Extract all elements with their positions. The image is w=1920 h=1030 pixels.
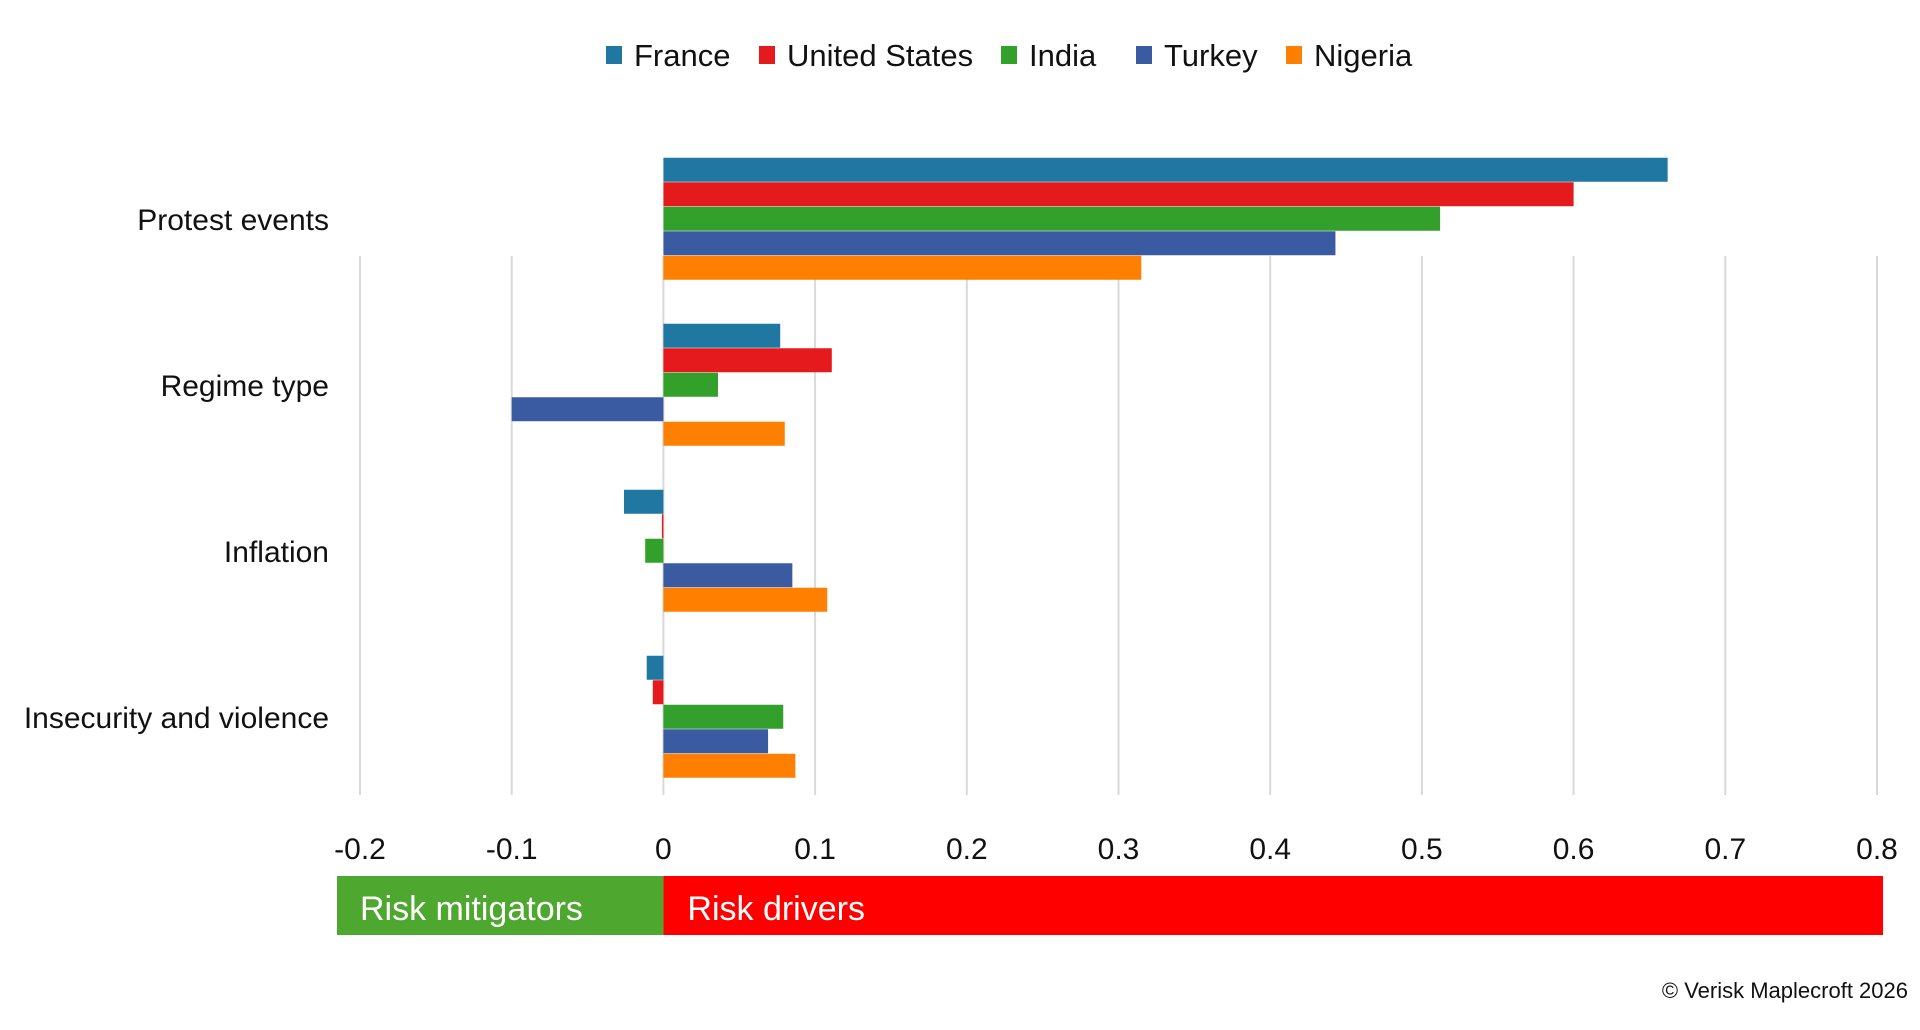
x-tick-label: 0.6 (1553, 833, 1595, 866)
x-tick-label: 0.2 (946, 833, 988, 866)
bar-united-states (652, 680, 664, 705)
bar-united-states (663, 348, 832, 373)
risk-mitigators-label: Risk mitigators (360, 890, 583, 928)
x-tick-label: 0 (655, 833, 672, 866)
legend-label: France (634, 38, 730, 73)
legend-swatch (759, 46, 775, 64)
bar-france (663, 157, 1668, 182)
x-tick-label: 0.5 (1401, 833, 1443, 866)
x-tick-label: 0.7 (1704, 833, 1746, 866)
legend-swatch (1136, 46, 1152, 64)
risk-annotation-bar: Risk mitigators Risk drivers (337, 876, 1883, 935)
bar-india (645, 538, 664, 563)
bar-india (663, 704, 784, 729)
bar-nigeria (663, 587, 828, 612)
copyright: © Verisk Maplecroft 2026 (1662, 978, 1908, 1003)
bar-united-states (663, 182, 1574, 207)
x-tick-label: 0.4 (1249, 833, 1291, 866)
bar-united-states (661, 514, 664, 539)
legend-label: Nigeria (1314, 38, 1413, 73)
category-label: Insecurity and violence (24, 702, 329, 735)
bar-turkey (511, 397, 664, 422)
bar-india (663, 206, 1441, 231)
category-label: Regime type (161, 370, 329, 403)
legend-label: Turkey (1164, 38, 1258, 73)
legend-swatch (606, 46, 622, 64)
bar-nigeria (663, 421, 785, 446)
x-tick-label: 0.8 (1856, 833, 1898, 866)
bar-turkey (663, 729, 769, 754)
x-tick-label: 0.3 (1098, 833, 1140, 866)
bar-france (663, 323, 781, 348)
x-tick-label: 0.1 (794, 833, 836, 866)
category-labels: Protest events Regime type Inflation Insecu… (24, 204, 329, 735)
legend-label: United States (787, 38, 973, 73)
legend-swatch (1001, 46, 1017, 64)
bar-france (623, 489, 664, 514)
x-tick-label: -0.2 (334, 833, 386, 866)
bar-turkey (663, 563, 793, 588)
risk-drivers-band (663, 876, 1883, 935)
bar-nigeria (663, 255, 1142, 280)
bar-nigeria (663, 753, 796, 778)
legend-swatch (1286, 46, 1302, 64)
gridlines (359, 256, 1878, 795)
x-tick-labels: -0.2 -0.1 0 0.1 0.2 0.3 0.4 0.5 0.6 0.7 0.8 (334, 833, 1898, 866)
risk-mitigators-band (337, 876, 664, 935)
bars (511, 157, 1668, 778)
x-tick-label: -0.1 (486, 833, 538, 866)
bar-france (646, 655, 664, 680)
risk-drivers-label: Risk drivers (687, 890, 865, 928)
legend-label: India (1029, 38, 1097, 73)
category-label: Protest events (137, 204, 329, 237)
bar-india (663, 372, 719, 397)
legend: France United States India Turkey Nigeria (606, 38, 1413, 73)
bar-turkey (663, 231, 1336, 256)
category-label: Inflation (224, 536, 329, 569)
